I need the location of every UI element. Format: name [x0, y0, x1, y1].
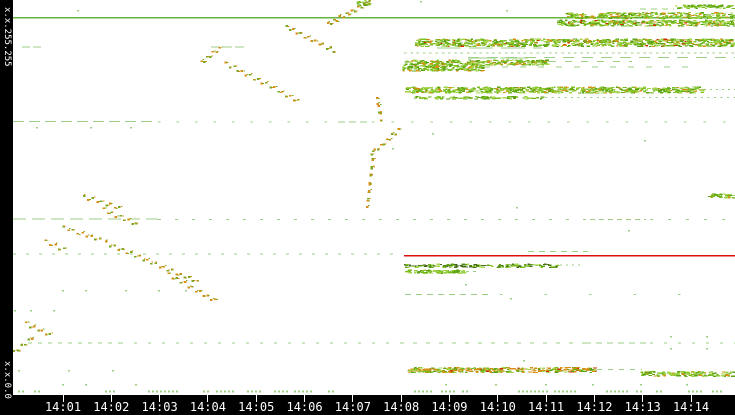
y-axis-min-label: x.x.0.0 [2, 361, 12, 399]
x-tick-label: 14:05 [238, 400, 275, 414]
x-tick-mark [352, 395, 354, 402]
x-tick-mark [255, 395, 257, 402]
x-axis-bar: 14:01 14:02 14:03 14:04 14:05 14:06 14:07 14:08… [0, 395, 735, 415]
x-tick-mark [448, 395, 450, 402]
x-tick-mark [497, 395, 499, 402]
x-tick-label: 14:07 [334, 400, 371, 414]
x-tick-label: 14:02 [93, 400, 130, 414]
y-axis-bar: x.x.255.255 x.x.0.0 [0, 0, 13, 415]
x-tick-mark [304, 395, 306, 402]
x-tick-label: 14:10 [479, 400, 516, 414]
x-tick-label: 14:12 [576, 400, 613, 414]
x-tick-label: 14:01 [44, 400, 82, 414]
x-tick-label: 14:09 [431, 400, 468, 414]
x-tick-label: 14:11 [528, 400, 565, 414]
x-tick-mark [690, 395, 692, 402]
x-tick-label: 14:06 [286, 400, 323, 414]
y-axis-max-label: x.x.255.255 [2, 7, 12, 67]
x-tick-label: 14:04 [189, 400, 226, 414]
x-tick-mark [110, 395, 112, 402]
x-tick-mark [62, 395, 64, 402]
x-tick-mark [642, 395, 644, 402]
x-tick-mark [545, 395, 547, 402]
x-tick-mark [207, 395, 209, 402]
x-tick-label: 14:08 [383, 400, 420, 414]
x-tick-mark [400, 395, 402, 402]
x-tick-label: 14:14 [672, 400, 710, 414]
x-tick-label: 14:13 [624, 400, 661, 414]
x-tick-mark [593, 395, 595, 402]
x-tick-label: 14:03 [141, 400, 178, 414]
x-tick-mark [159, 395, 161, 402]
